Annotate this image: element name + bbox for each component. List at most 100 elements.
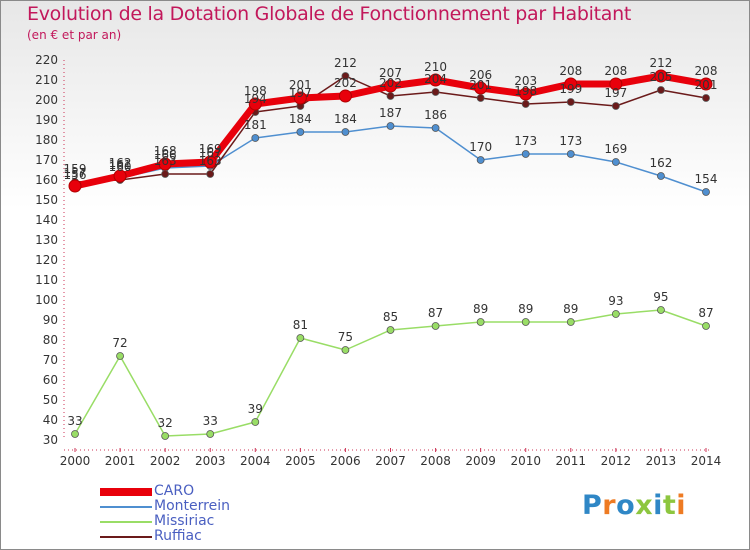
y-tick-label: 180	[35, 133, 58, 147]
data-label-monterrein: 187	[379, 106, 402, 120]
data-label-caro: 208	[695, 64, 718, 78]
data-point-missiriac	[657, 306, 665, 314]
data-label-caro: 198	[244, 84, 267, 98]
x-tick-label: 2002	[150, 454, 181, 468]
data-label-monterrein: 154	[695, 172, 718, 186]
x-tick-label: 2006	[330, 454, 361, 468]
data-label-monterrein: 166	[154, 148, 177, 162]
x-tick-label: 2004	[240, 454, 271, 468]
chart-title: Evolution de la Dotation Globale de Fonc…	[27, 3, 632, 25]
data-label-monterrein: 156	[64, 168, 87, 182]
data-point-caro	[113, 169, 127, 183]
x-tick-label: 2014	[691, 454, 722, 468]
data-point-missiriac	[251, 418, 260, 426]
data-label-caro: 203	[514, 74, 537, 88]
data-label-monterrein: 186	[424, 108, 447, 122]
data-label-missiriac: 93	[608, 294, 623, 308]
x-tick-label: 2000	[60, 454, 91, 468]
y-tick-label: 190	[35, 113, 58, 127]
data-point-monterrein	[476, 156, 485, 164]
x-tick-label: 2001	[105, 454, 136, 468]
data-point-ruffiac	[521, 100, 530, 108]
data-label-caro: 208	[604, 64, 627, 78]
data-label-missiriac: 95	[653, 290, 668, 304]
data-label-missiriac: 72	[112, 336, 127, 350]
x-tick-label: 2012	[601, 454, 632, 468]
data-point-caro	[429, 73, 443, 87]
data-point-monterrein	[251, 134, 260, 142]
x-tick-label: 2003	[195, 454, 226, 468]
data-label-missiriac: 85	[383, 310, 398, 324]
data-label-monterrein: 184	[334, 112, 357, 126]
legend-swatch-ruffiac	[100, 536, 152, 538]
x-tick-label: 2013	[646, 454, 677, 468]
data-point-ruffiac	[702, 94, 710, 102]
y-tick-label: 150	[35, 193, 58, 207]
data-label-missiriac: 87	[428, 306, 443, 320]
data-label-missiriac: 81	[293, 318, 308, 332]
proxiti-logo: Proxiti	[582, 490, 686, 521]
data-point-missiriac	[116, 352, 124, 360]
y-tick-label: 90	[43, 313, 58, 327]
data-label-caro: 212	[649, 56, 672, 70]
data-label-caro: 168	[154, 144, 177, 158]
data-point-ruffiac	[611, 102, 620, 110]
x-tick-label: 2007	[375, 454, 406, 468]
logo-letter: P	[582, 490, 603, 521]
y-tick-label: 130	[35, 233, 58, 247]
data-point-monterrein	[521, 150, 530, 158]
data-label-ruffiac: 197	[289, 86, 312, 100]
y-tick-label: 120	[35, 253, 58, 267]
data-point-monterrein	[296, 128, 305, 136]
data-point-ruffiac	[657, 86, 665, 94]
data-point-caro	[519, 87, 533, 101]
data-point-caro	[338, 89, 352, 103]
data-label-missiriac: 33	[67, 414, 82, 428]
data-point-caro	[654, 69, 668, 83]
data-point-caro	[609, 77, 623, 91]
data-label-monterrein: 161	[109, 158, 132, 172]
data-point-caro	[158, 157, 172, 171]
data-point-ruffiac	[431, 88, 440, 96]
data-label-ruffiac: 163	[154, 154, 177, 168]
y-tick-label: 110	[35, 273, 58, 287]
y-tick-label: 200	[35, 93, 58, 107]
data-point-caro	[293, 91, 307, 105]
y-tick-label: 170	[35, 153, 58, 167]
data-point-missiriac	[386, 326, 395, 334]
data-point-missiriac	[702, 322, 710, 330]
data-label-caro: 206	[469, 68, 492, 82]
data-label-missiriac: 89	[518, 302, 533, 316]
data-label-ruffiac: 163	[199, 154, 222, 168]
data-label-ruffiac: 194	[244, 92, 267, 106]
data-point-caro	[699, 77, 713, 91]
x-tick-label: 2011	[556, 454, 587, 468]
data-point-missiriac	[566, 318, 575, 326]
x-tick-label: 2010	[510, 454, 541, 468]
data-point-ruffiac	[476, 94, 485, 102]
data-label-monterrein: 167	[199, 146, 222, 160]
y-tick-label: 60	[43, 373, 58, 387]
data-label-monterrein: 169	[604, 142, 627, 156]
data-label-caro: 169	[199, 142, 222, 156]
data-label-ruffiac: 198	[514, 84, 537, 98]
legend-label-monterrein: Monterrein	[154, 498, 230, 514]
data-label-caro: 157	[64, 166, 87, 180]
data-point-missiriac	[611, 310, 620, 318]
legend-label-caro: CARO	[154, 483, 195, 499]
data-label-caro: 208	[559, 64, 582, 78]
data-label-caro: 162	[109, 156, 132, 170]
data-point-caro	[564, 77, 578, 91]
data-point-ruffiac	[161, 170, 170, 178]
chart-subtitle: (en € et par an)	[27, 28, 122, 42]
data-label-missiriac: 89	[563, 302, 578, 316]
x-tick-label: 2005	[285, 454, 316, 468]
data-point-monterrein	[611, 158, 620, 166]
data-label-ruffiac: 204	[424, 72, 447, 86]
legend-swatch-missiriac	[100, 521, 152, 523]
data-point-missiriac	[296, 334, 305, 342]
data-label-monterrein: 184	[289, 112, 312, 126]
chart-axes: 30 40 50 60 70 80 90 100 110 120 130 140 150 160 170 18…	[35, 53, 721, 468]
data-point-missiriac	[431, 322, 440, 330]
